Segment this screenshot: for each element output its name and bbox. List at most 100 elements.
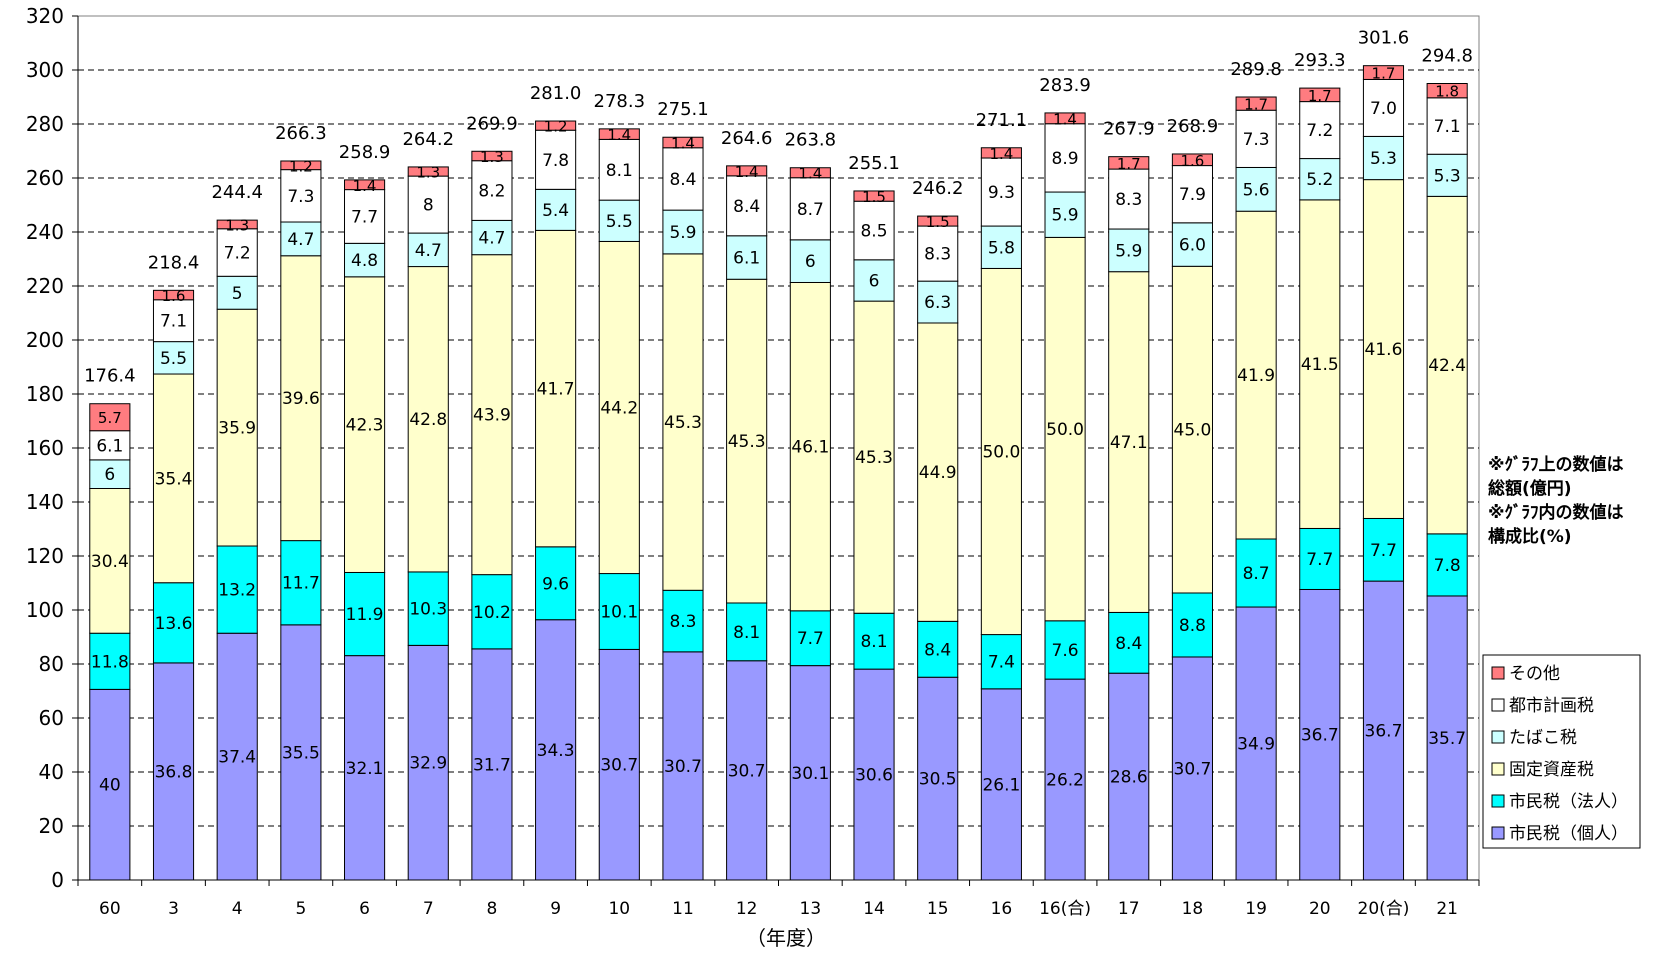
x-tick-label: 3	[168, 899, 179, 919]
bar-segment	[980, 688, 1022, 881]
bar-segment	[917, 322, 959, 622]
bar-segment	[344, 179, 386, 191]
segment-label: 7.0	[1370, 99, 1397, 119]
bar-segment	[216, 308, 258, 547]
segment-label: 6	[869, 271, 880, 291]
segment-label: 30.6	[855, 766, 893, 786]
segment-label: 37.4	[218, 748, 256, 768]
bar-segment	[917, 280, 959, 324]
x-tick-label: 19	[1245, 899, 1267, 919]
segment-label: 4.7	[478, 229, 505, 249]
segment-label: 1.3	[480, 148, 504, 166]
segment-label: 8.7	[1243, 564, 1270, 584]
segment-label: 7.1	[1434, 117, 1461, 137]
bars	[89, 65, 1468, 881]
y-tick-label: 160	[26, 436, 64, 460]
bar-segment	[152, 373, 195, 584]
bar-segment	[598, 138, 640, 201]
bar-segment	[1426, 195, 1468, 535]
segment-label: 34.9	[1237, 735, 1275, 755]
segment-label: 13.2	[218, 581, 256, 601]
bar-segment	[726, 660, 768, 881]
segment-label: 44.2	[600, 399, 638, 419]
segment-label: 5.3	[1370, 149, 1397, 169]
segment-label: 30.7	[600, 756, 638, 776]
total-label: 268.9	[1167, 116, 1219, 137]
segment-label: 45.0	[1174, 421, 1212, 441]
segment-label: 8.4	[733, 197, 760, 217]
segment-label: 5.2	[1306, 170, 1333, 190]
bar-segment	[1362, 78, 1405, 137]
total-label: 293.3	[1294, 50, 1346, 71]
segment-label: 32.9	[409, 754, 447, 774]
segment-label: 1.5	[862, 188, 886, 206]
bar-segment	[980, 157, 1022, 227]
segment-label: 47.1	[1110, 433, 1148, 453]
y-tick-label: 80	[39, 652, 64, 676]
bar-segment	[662, 136, 704, 149]
total-label: 255.1	[848, 153, 900, 174]
segment-label: 41.6	[1365, 340, 1403, 360]
segment-label: 1.8	[1435, 83, 1459, 101]
bar-segment	[1426, 595, 1468, 881]
segment-label: 5.4	[542, 201, 569, 221]
segment-label: 4.7	[287, 230, 314, 250]
bar-segment	[216, 219, 258, 230]
bar-segment	[598, 573, 640, 650]
total-label: 264.2	[402, 129, 454, 150]
segment-label: 45.3	[664, 413, 702, 433]
bar-segment	[662, 589, 704, 653]
segment-label: 46.1	[791, 438, 829, 458]
segment-label: 5.3	[1434, 166, 1461, 186]
y-tick-label: 180	[26, 382, 64, 406]
segment-label: 1.2	[544, 118, 568, 136]
bar-segment	[471, 219, 513, 256]
segment-label: 1.6	[1181, 152, 1205, 170]
segment-label: 5.6	[1243, 180, 1270, 200]
segment-label: 36.7	[1301, 726, 1339, 746]
legend-swatch	[1491, 826, 1505, 840]
y-tick-label: 280	[26, 112, 64, 136]
bar-segment	[535, 546, 577, 621]
segment-label: 26.1	[982, 775, 1020, 795]
total-label: 266.3	[275, 123, 327, 144]
x-tick-label: 16	[991, 899, 1013, 919]
bar-segment	[407, 571, 449, 646]
legend-label: たばこ税	[1509, 728, 1577, 748]
bar-segment	[598, 240, 640, 575]
segment-label: 5.8	[988, 238, 1015, 258]
segment-label: 1.4	[671, 134, 695, 152]
bar-segment	[1044, 678, 1086, 881]
segment-label: 36.8	[155, 762, 193, 782]
bar-segment	[1299, 87, 1341, 103]
bar-segment	[853, 300, 895, 614]
segment-label: 4.7	[415, 241, 442, 261]
total-labels: 176.4 218.4 244.4 266.3 258.9 264.2 269.9 281.0…	[84, 28, 1473, 387]
bar-segment	[152, 341, 195, 375]
segment-label: 5.9	[1115, 241, 1142, 261]
bar-segment	[1108, 156, 1150, 170]
x-tick-label: 6	[359, 899, 370, 919]
y-tick-label: 120	[26, 544, 64, 568]
y-tick-label: 320	[26, 4, 64, 28]
bar-segment	[535, 120, 577, 131]
legend-swatch	[1491, 666, 1505, 680]
segment-label: 35.4	[155, 469, 193, 489]
legend-label: 市民税（個人）	[1509, 824, 1628, 844]
bar-segment	[1171, 656, 1213, 881]
total-label: 271.1	[976, 110, 1028, 131]
total-label: 218.4	[148, 252, 200, 273]
bar-segment	[917, 215, 959, 227]
total-label: 269.9	[466, 113, 518, 134]
bar-segment	[1362, 135, 1405, 181]
bar-segment	[89, 488, 131, 634]
bar-segment	[598, 128, 640, 140]
bar-segment	[280, 540, 322, 626]
y-tick-label: 60	[39, 706, 64, 730]
bar-segment	[1044, 620, 1086, 680]
segment-label: 5.9	[1052, 206, 1079, 226]
segment-label: 35.5	[282, 743, 320, 763]
segment-label: 7.7	[1370, 541, 1397, 561]
segment-label: 30.5	[919, 770, 957, 790]
